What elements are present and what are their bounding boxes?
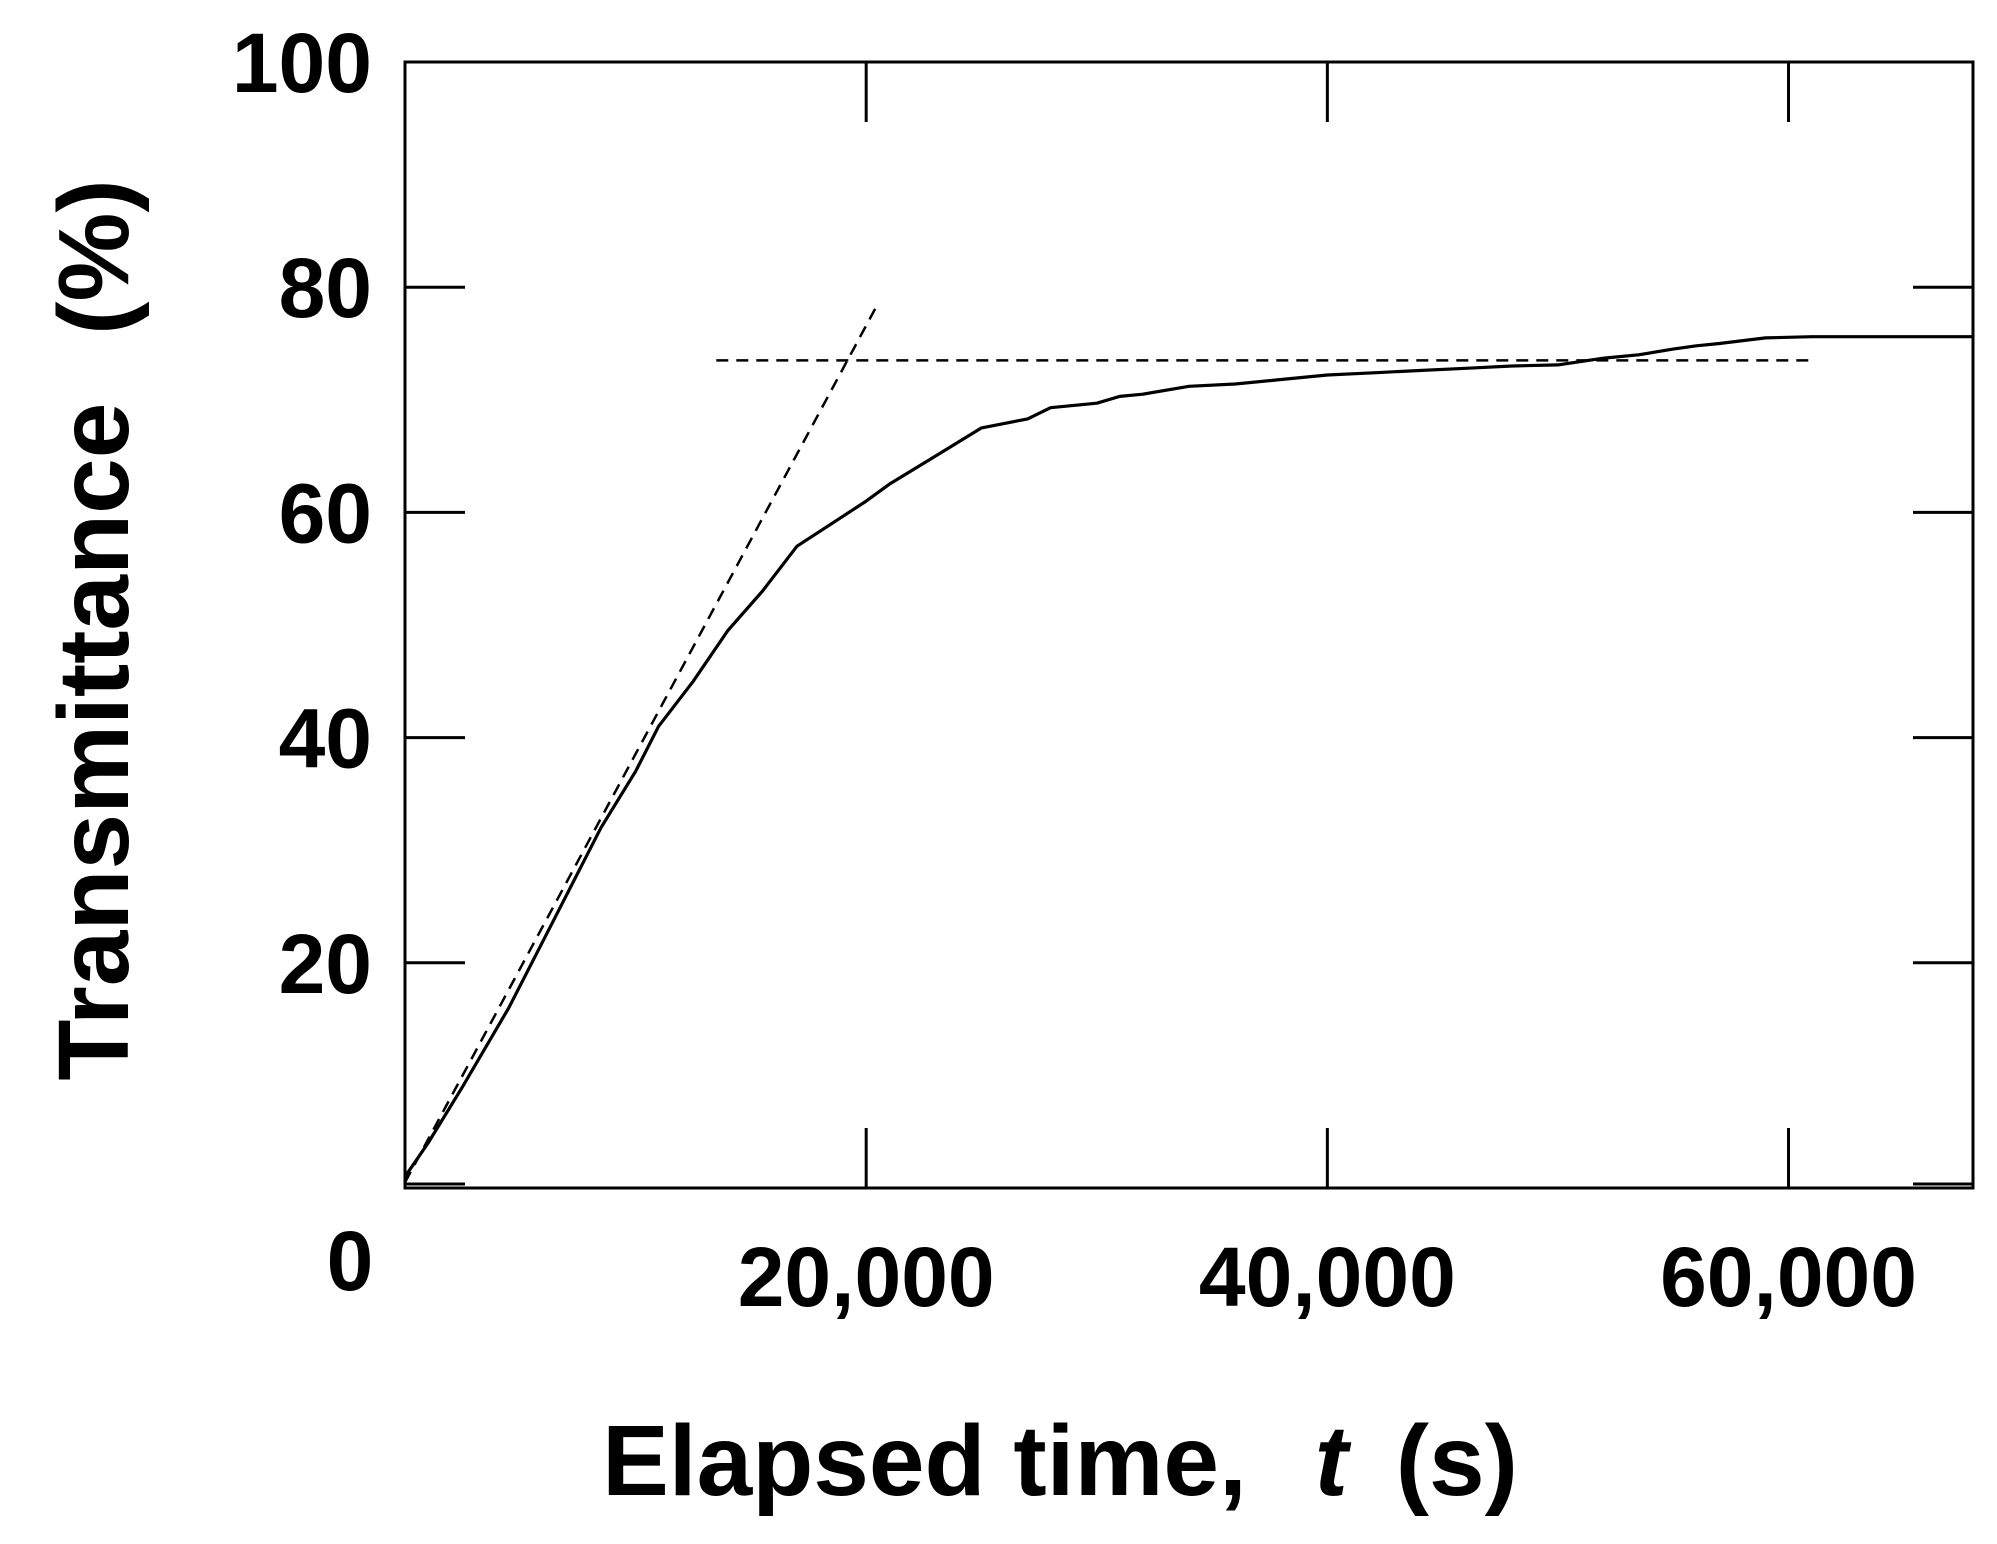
x-tick-label: 0 xyxy=(327,1214,374,1308)
y-axis-title: Transmittance (%) xyxy=(38,179,150,1080)
tick-marks-layer xyxy=(405,62,1973,1188)
x-tick-label: 20,000 xyxy=(738,1230,995,1324)
y-tick-label: 20 xyxy=(279,917,372,1011)
x-axis-title-unit: (s) xyxy=(1396,1405,1518,1517)
y-tick-label: 40 xyxy=(279,692,372,786)
y-axis-title-text: Transmittance xyxy=(38,403,150,1081)
dashed-guide-line xyxy=(403,303,879,1183)
x-tick-label: 60,000 xyxy=(1660,1230,1917,1324)
y-tick-label: 100 xyxy=(232,16,372,110)
series-layer xyxy=(403,303,1973,1183)
axis-titles-layer: Elapsed time, t (s) Transmittance (%) xyxy=(38,179,1518,1517)
x-axis-title-text: Elapsed time, xyxy=(602,1405,1247,1517)
tick-labels-layer: 0 20,000 40,000 60,000 20 40 60 80 100 xyxy=(232,16,1917,1324)
y-axis-title-unit: (%) xyxy=(38,179,150,335)
transmittance-series-line xyxy=(403,335,1973,1178)
x-axis-title: Elapsed time, t (s) xyxy=(602,1405,1518,1517)
plot-frame xyxy=(403,60,1975,1190)
x-axis-title-variable: t xyxy=(1315,1405,1352,1517)
x-tick-label: 40,000 xyxy=(1199,1230,1456,1324)
y-tick-label: 60 xyxy=(279,466,372,560)
y-tick-label: 80 xyxy=(279,241,372,335)
plot-frame-layer xyxy=(403,60,1975,1190)
